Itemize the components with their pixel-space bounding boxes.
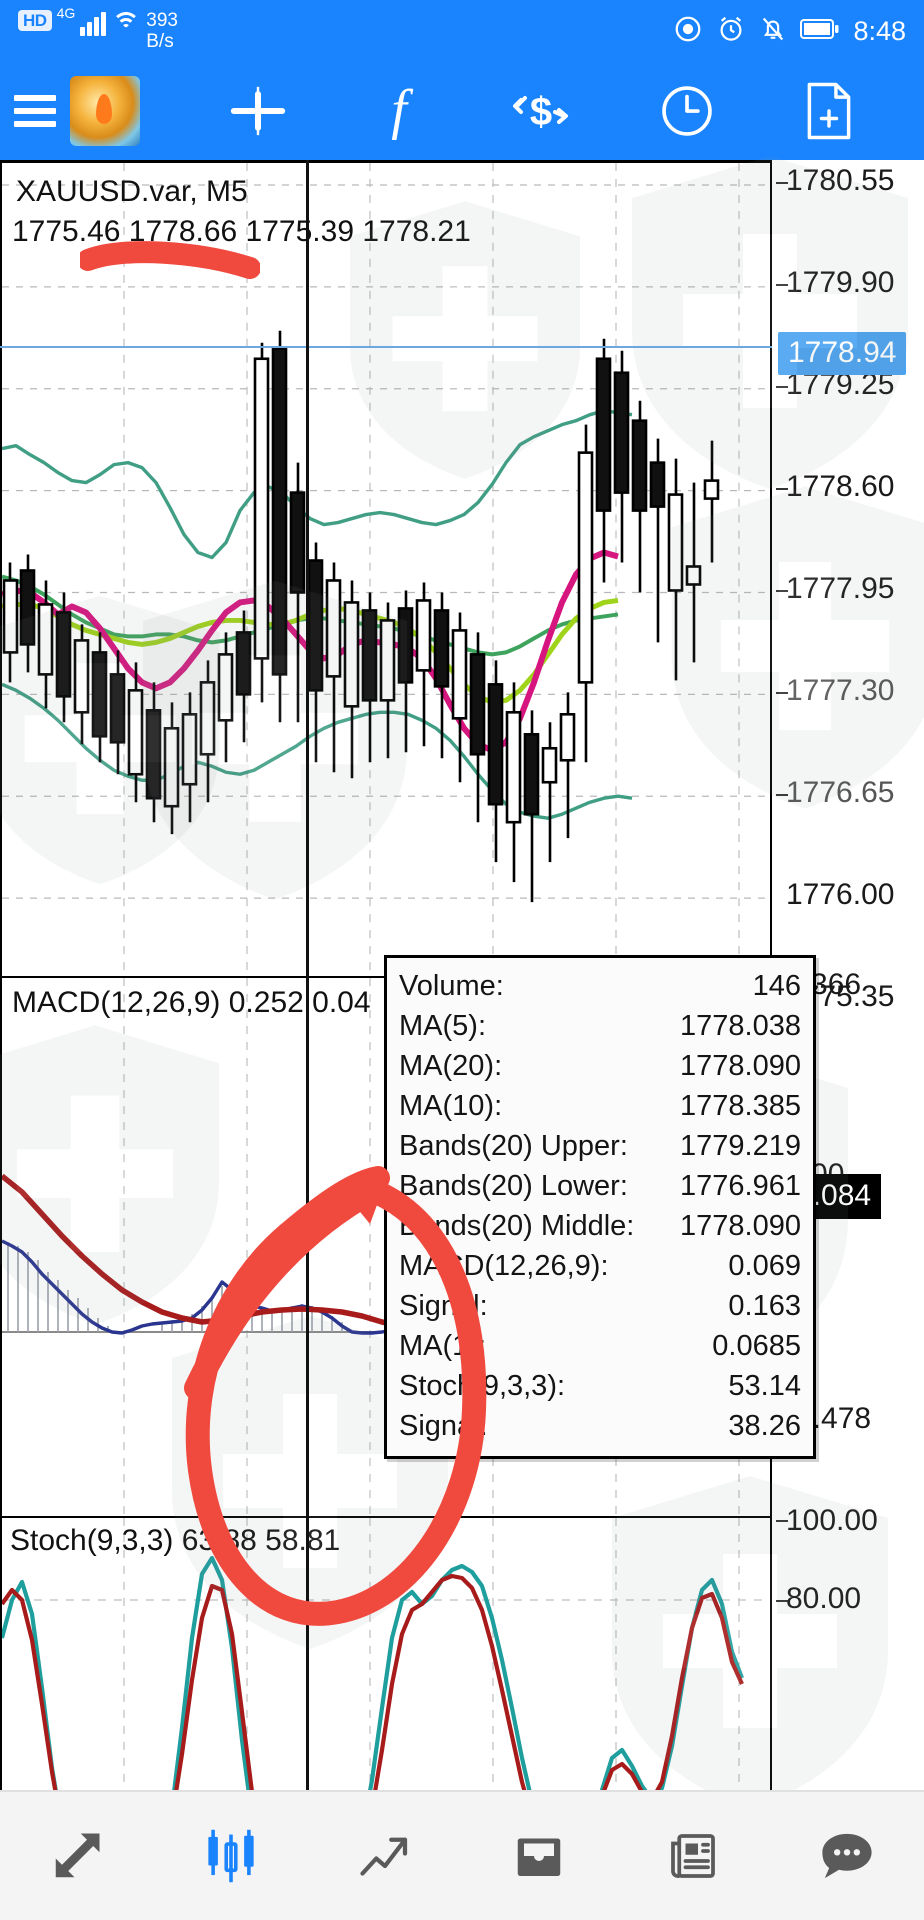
stoch-axis-tick: 100.00 <box>786 1504 878 1537</box>
wifi-icon <box>111 10 141 36</box>
chart-symbol-label: XAUUSD.var, M5 <box>16 175 248 208</box>
data-window-key: Bands(20) Lower: <box>399 1170 628 1202</box>
data-window-key: MACD(12,26,9): <box>399 1250 609 1282</box>
data-window-row: MA(5): 1778.038 <box>399 1006 801 1046</box>
data-window-key: MA(10): <box>399 1090 503 1122</box>
chat-icon[interactable] <box>772 1826 922 1886</box>
stoch-title-label: Stoch(9,3,3) 63.88 58.81 <box>10 1524 341 1557</box>
price-axis-tick: 1777.95 <box>786 572 895 605</box>
data-window-row: Signal: 0.163 <box>399 1286 801 1326</box>
data-window-key: Stoch(9,3,3): <box>399 1370 566 1402</box>
data-window-row: Signal: 38.26 <box>399 1406 801 1446</box>
macd-title-label: MACD(12,26,9) 0.252 0.04 <box>12 986 371 1019</box>
data-window-value: 53.14 <box>728 1370 801 1402</box>
toolbar-actions: f $ <box>140 80 924 142</box>
data-window-key: Signal: <box>399 1290 488 1322</box>
indicators-icon[interactable]: f <box>374 80 424 142</box>
data-window-key: Signal: <box>399 1410 488 1442</box>
alarm-icon <box>716 14 746 49</box>
data-window-value: 1778.038 <box>680 1010 801 1042</box>
network-speed-value: 393 <box>146 10 178 31</box>
chart-area[interactable]: XAUUSD.var, M5 1775.46 1778.66 1775.39 1… <box>0 156 924 1920</box>
bell-muted-icon <box>759 14 787 49</box>
data-window-value: 0.163 <box>728 1290 801 1322</box>
price-pane[interactable]: XAUUSD.var, M5 1775.46 1778.66 1775.39 1… <box>0 160 772 978</box>
hd-icon: HD <box>18 10 52 31</box>
network-type-label: 4G <box>56 5 76 21</box>
status-bar-right: 8:48 <box>673 14 906 49</box>
price-axis-tick: 1778.60 <box>786 470 895 503</box>
svg-text:$: $ <box>530 90 552 134</box>
news-icon[interactable] <box>618 1826 768 1886</box>
data-window-row: Stoch(9,3,3): 53.14 <box>399 1366 801 1406</box>
data-window-key: Bands(20) Middle: <box>399 1210 635 1242</box>
new-chart-icon[interactable] <box>803 81 855 141</box>
data-window-value: 146 <box>752 970 801 1002</box>
status-bar: HD 4G 393 B/s 8:48 <box>0 0 924 62</box>
app-logo-icon[interactable] <box>70 76 140 146</box>
data-window-value: 1778.385 <box>680 1090 801 1122</box>
svg-text:f: f <box>391 80 414 141</box>
data-window-key: MA(1): <box>399 1330 486 1362</box>
price-axis-tick: 1780.55 <box>786 164 895 197</box>
crosshair-vertical-line <box>306 160 309 1920</box>
price-chart-svg <box>2 163 770 976</box>
timeframe-icon[interactable] <box>658 82 716 140</box>
network-speed: 393 B/s <box>146 10 178 52</box>
crosshair-horizontal-line <box>0 346 772 348</box>
price-axis-tick: 1777.30 <box>786 674 895 707</box>
clock-label: 8:48 <box>853 15 906 46</box>
data-window-value: 1778.090 <box>680 1210 801 1242</box>
quotes-icon[interactable] <box>2 1826 152 1886</box>
data-window-value: 1776.961 <box>680 1170 801 1202</box>
data-window-row: MA(20): 1778.090 <box>399 1046 801 1086</box>
data-window-value: 1778.090 <box>680 1050 801 1082</box>
data-window-row: MACD(12,26,9): 0.069 <box>399 1246 801 1286</box>
data-window-row: MA(10): 1778.385 <box>399 1086 801 1126</box>
data-window-row: Volume: 146 <box>399 966 801 1006</box>
history-icon[interactable] <box>464 1826 614 1886</box>
data-window-key: MA(5): <box>399 1010 486 1042</box>
chart-ohlc-label: 1775.46 1778.66 1775.39 1778.21 <box>12 215 471 248</box>
data-window-row: Bands(20) Lower: 1776.961 <box>399 1166 801 1206</box>
price-axis-tick: 1779.90 <box>786 266 895 299</box>
data-window-key: Bands(20) Upper: <box>399 1130 628 1162</box>
data-window-row: MA(1): 0.0685 <box>399 1326 801 1366</box>
data-window-key: Volume: <box>399 970 504 1002</box>
data-window-value: 38.26 <box>728 1410 801 1442</box>
trade-line-icon[interactable] <box>310 1826 460 1886</box>
stoch-axis-tick: 80.00 <box>786 1582 862 1615</box>
menu-icon[interactable] <box>4 95 66 127</box>
network-speed-unit: B/s <box>146 31 174 52</box>
bottom-navigation-bar <box>0 1790 924 1920</box>
app-toolbar: f $ <box>0 62 924 160</box>
charts-icon[interactable] <box>156 1824 306 1888</box>
data-window-tooltip[interactable]: Volume: 146 MA(5): 1778.038 MA(20): 1778… <box>384 955 816 1459</box>
data-window-value: 0.069 <box>728 1250 801 1282</box>
data-window-row: Bands(20) Middle: 1778.090 <box>399 1206 801 1246</box>
battery-icon <box>800 17 840 46</box>
eye-icon <box>673 14 703 49</box>
data-window-row: Bands(20) Upper: 1779.219 <box>399 1126 801 1166</box>
status-bar-left: HD 4G 393 B/s <box>18 5 178 52</box>
trade-icon[interactable]: $ <box>511 82 571 140</box>
data-window-key: MA(20): <box>399 1050 503 1082</box>
signal-bars-icon <box>80 10 107 36</box>
price-axis[interactable]: 1780.55 1779.90 1779.25 1778.94 1778.60 … <box>776 160 924 1012</box>
current-price-badge: 1778.94 <box>778 332 907 375</box>
data-window-value: 1779.219 <box>680 1130 801 1162</box>
crosshair-icon[interactable] <box>229 82 287 140</box>
price-axis-tick: 1776.65 <box>786 776 895 809</box>
data-window-value: 0.0685 <box>712 1330 801 1362</box>
price-axis-tick: 1776.00 <box>786 878 895 911</box>
